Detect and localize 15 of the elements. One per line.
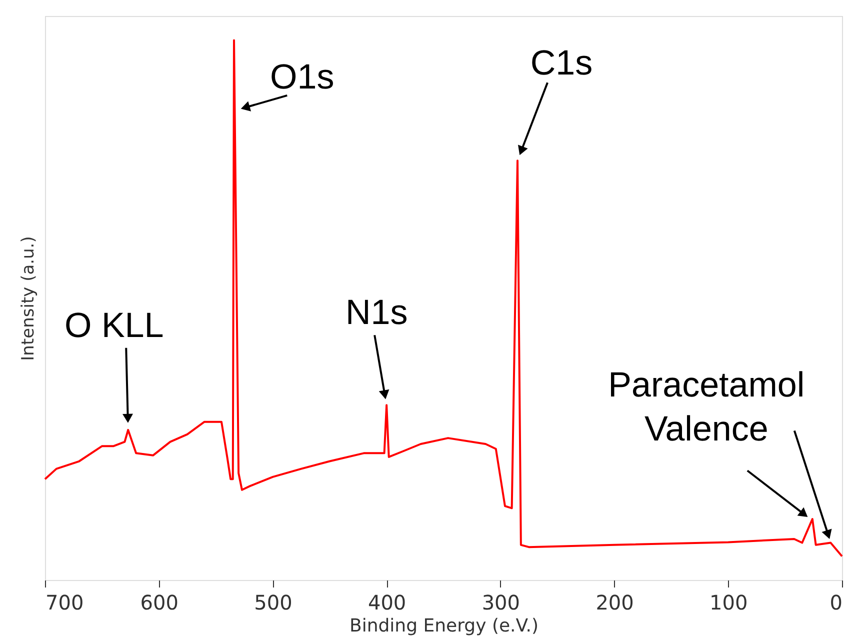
y-axis-title: Intensity (a.u.) [18, 236, 38, 361]
x-tick-label: 300 [482, 590, 520, 614]
annotation: O KLL [64, 306, 164, 345]
x-tick-label: 500 [254, 590, 292, 614]
annotation: Paracetamol Valence [608, 366, 805, 449]
x-tick-label: 400 [368, 590, 406, 614]
annotation: O1s [270, 57, 334, 96]
x-axis-title: Binding Energy (e.V.) [349, 616, 539, 636]
x-tick-label: 100 [710, 590, 748, 614]
annotation: C1s [530, 44, 593, 83]
x-tick-label: 0 [830, 590, 842, 614]
annotation: N1s [345, 293, 408, 332]
x-tick-label: 200 [596, 590, 634, 614]
x-tick-label: 700 [46, 590, 84, 614]
x-tick-label: 600 [140, 590, 178, 614]
